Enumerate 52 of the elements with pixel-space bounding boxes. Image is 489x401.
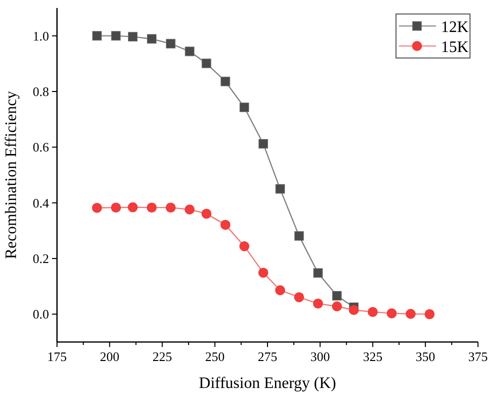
legend-label: 15K: [441, 39, 469, 56]
y-axis-title: Recombination Efficiency: [3, 90, 20, 260]
y-tick-label: 0.0: [32, 306, 49, 322]
x-tick-label: 300: [310, 349, 330, 364]
point: [332, 291, 342, 301]
point: [166, 202, 176, 213]
point: [220, 76, 230, 86]
y-tick-label: 1.0: [32, 28, 49, 44]
point: [240, 102, 250, 112]
point: [128, 202, 138, 212]
y-tick-label: 0.4: [32, 195, 50, 210]
x-tick-label: 250: [205, 349, 225, 364]
x-axis-title: Diffusion Energy (K): [198, 375, 336, 392]
point: [92, 31, 102, 41]
point: [201, 208, 212, 219]
point: [110, 202, 121, 213]
x-tick-label: 375: [468, 349, 488, 364]
x-tick-label: 350: [416, 349, 436, 364]
point: [424, 309, 435, 320]
point: [294, 231, 304, 241]
point: [348, 304, 359, 315]
point: [332, 301, 342, 312]
x-tick-label: 225: [152, 349, 172, 364]
point: [128, 32, 138, 42]
point: [166, 38, 176, 48]
point: [239, 241, 250, 252]
point: [92, 202, 102, 213]
point: [111, 31, 121, 41]
point: [184, 204, 195, 215]
point: [146, 202, 157, 213]
point: [294, 292, 304, 302]
legend-label: 12K: [441, 19, 469, 36]
point: [368, 306, 378, 317]
point: [313, 298, 324, 309]
point: [313, 268, 323, 278]
point: [184, 46, 194, 56]
y-tick-label: 0.2: [32, 251, 49, 266]
point: [202, 58, 212, 68]
point: [258, 268, 268, 278]
y-tick-label: 0.8: [32, 84, 49, 99]
x-tick-label: 325: [363, 349, 382, 364]
y-tick-label: 0.6: [32, 140, 50, 155]
point: [258, 139, 268, 149]
x-tick-label: 175: [47, 349, 67, 364]
point: [275, 285, 286, 296]
point: [406, 308, 416, 319]
x-tick-label: 275: [258, 349, 278, 364]
point: [220, 220, 230, 230]
point: [386, 308, 397, 318]
point: [275, 184, 285, 194]
point: [146, 34, 156, 44]
x-tick-label: 200: [100, 349, 120, 364]
